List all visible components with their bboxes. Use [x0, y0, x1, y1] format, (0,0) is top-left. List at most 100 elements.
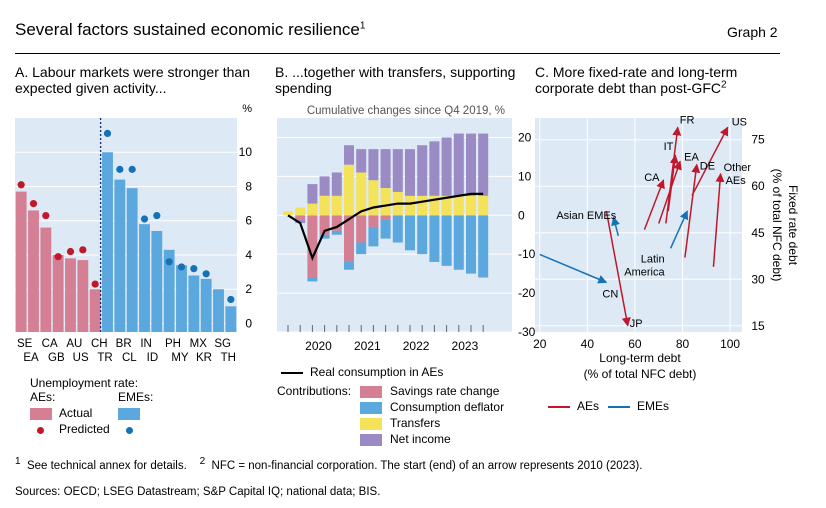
legend-a-actual: Actual [59, 406, 93, 420]
panel-a-ytick: 4 [245, 248, 252, 262]
legend-c-aes: AEs [577, 399, 600, 413]
panel-c-ytick: 60 [751, 179, 765, 193]
bar-segment-transfers [331, 195, 342, 216]
bar-segment-savings-rate-change [380, 215, 391, 220]
legend-b-line-swatch [281, 372, 303, 374]
panel-a-category-label: ID [147, 352, 159, 364]
panel-a-ytick: 10 [239, 145, 253, 159]
bar-segment-net-income [392, 149, 403, 192]
legend-a-eme-swatch [118, 408, 140, 420]
bar-segment-transfers [344, 164, 354, 216]
panel-c-ylabel-1: Fixed rate debt [786, 185, 800, 266]
bar-segment-consumption-deflator [344, 261, 354, 270]
panel-c-xtick: 60 [628, 337, 642, 351]
panel-a-category-label: AU [66, 338, 82, 350]
panel-b-ytick: -20 [518, 286, 536, 300]
panel-c-ytick: 45 [751, 226, 765, 240]
panel-a-ytick: 6 [245, 214, 252, 228]
legend-b-label: Net income [390, 432, 451, 446]
bar-segment-consumption-deflator [478, 215, 489, 278]
predicted-dot-id [153, 211, 161, 220]
bar-segment-consumption-deflator [441, 215, 452, 266]
panel-c-xlabel-1: Long-term debt [599, 351, 681, 365]
panel-a-category-label: CL [122, 352, 137, 364]
predicted-dot-my [177, 263, 186, 271]
legend-b-swatch [360, 434, 382, 446]
panel-c-xtick: 40 [581, 337, 595, 351]
panel-a-category-label: SG [214, 338, 231, 350]
bar-gb [52, 254, 64, 332]
bar-kr [200, 278, 212, 332]
bar-segment-net-income [466, 133, 476, 196]
bar-segment-consumption-deflator [380, 219, 391, 239]
bar-segment-savings-rate-change [331, 215, 342, 231]
bar-segment-consumption-deflator [331, 230, 342, 235]
legend-c-ae-line [548, 406, 570, 408]
bar-segment-savings-rate-change [307, 215, 318, 278]
bar-segment-net-income [380, 149, 391, 189]
arrow-asian-emes [611, 216, 620, 237]
panel-c-xtick: 20 [533, 337, 547, 351]
bar-mx [188, 275, 200, 332]
predicted-dot-us [79, 246, 87, 254]
bar-au [65, 258, 76, 332]
arrow-fr [665, 126, 682, 224]
predicted-dot-in [140, 215, 149, 223]
bar-br [114, 179, 126, 332]
bar-segment-consumption-deflator [392, 215, 403, 243]
arrow-label: FR [680, 114, 695, 126]
bar-segment-transfers [405, 195, 415, 216]
legend-b-label: Savings rate change [390, 384, 500, 398]
bar-segment-savings-rate-change [319, 215, 330, 235]
panel-a-category-label: MX [190, 338, 208, 350]
arrow-label: DE [700, 161, 715, 173]
bar-segment-consumption-deflator [466, 215, 476, 274]
arrow-label: AEs [726, 175, 747, 187]
bar-ch [89, 289, 101, 332]
legend-b-label: Consumption deflator [390, 400, 505, 414]
panel-a-category-label: CA [42, 338, 58, 350]
panel-b-year-label: 2022 [403, 339, 430, 353]
panel-a-category-label: TR [97, 352, 112, 364]
arrow-ca [643, 179, 665, 230]
bar-segment-transfers [356, 172, 367, 216]
predicted-dot-ca [42, 211, 50, 220]
predicted-dot-ch [91, 280, 99, 288]
legend-c-eme-line [608, 406, 630, 408]
graph-number-label: Graph 2 [727, 24, 778, 40]
panel-c-xtick: 100 [720, 337, 740, 351]
predicted-dot-th [227, 295, 235, 304]
bar-se [15, 191, 27, 332]
predicted-dot-se [17, 181, 25, 189]
bar-ph [163, 249, 175, 332]
legend-a-eme-dot [126, 427, 133, 434]
predicted-dot-gb [54, 253, 62, 261]
legend-a-aes: AEs: [30, 390, 56, 404]
bar-segment-consumption-deflator [453, 215, 464, 270]
bar-segment-transfers [441, 195, 452, 216]
arrow-label: JP [630, 318, 643, 330]
arrow-label: CN [602, 288, 618, 300]
bar-segment-consumption-deflator [417, 215, 428, 255]
panel-c-ytick: 15 [751, 319, 765, 333]
bar-segment-transfers [283, 211, 293, 216]
panel-a-ytick: 2 [245, 282, 252, 296]
arrow-other-aes [712, 172, 725, 267]
panel-b-ytick: 20 [518, 130, 532, 144]
bar-segment-consumption-deflator [405, 215, 415, 251]
bar-tr [102, 152, 113, 332]
legend-b-swatch [360, 386, 382, 398]
bar-segment-consumption-deflator [429, 215, 440, 262]
legend-b-label: Transfers [390, 416, 441, 430]
panel-c-ytick: 30 [751, 272, 765, 286]
panel-a-ytick: 0 [245, 316, 252, 330]
panel-a-category-label: MY [171, 352, 189, 364]
bar-th [225, 306, 237, 332]
bar-ca [40, 227, 52, 332]
panel-c-title: C. More fixed-rate and long-term corpora… [535, 64, 738, 96]
bar-in [139, 224, 150, 332]
bar-segment-savings-rate-change [295, 215, 306, 220]
panel-a-category-label: IN [140, 338, 152, 350]
arrow-label: America [624, 266, 665, 278]
